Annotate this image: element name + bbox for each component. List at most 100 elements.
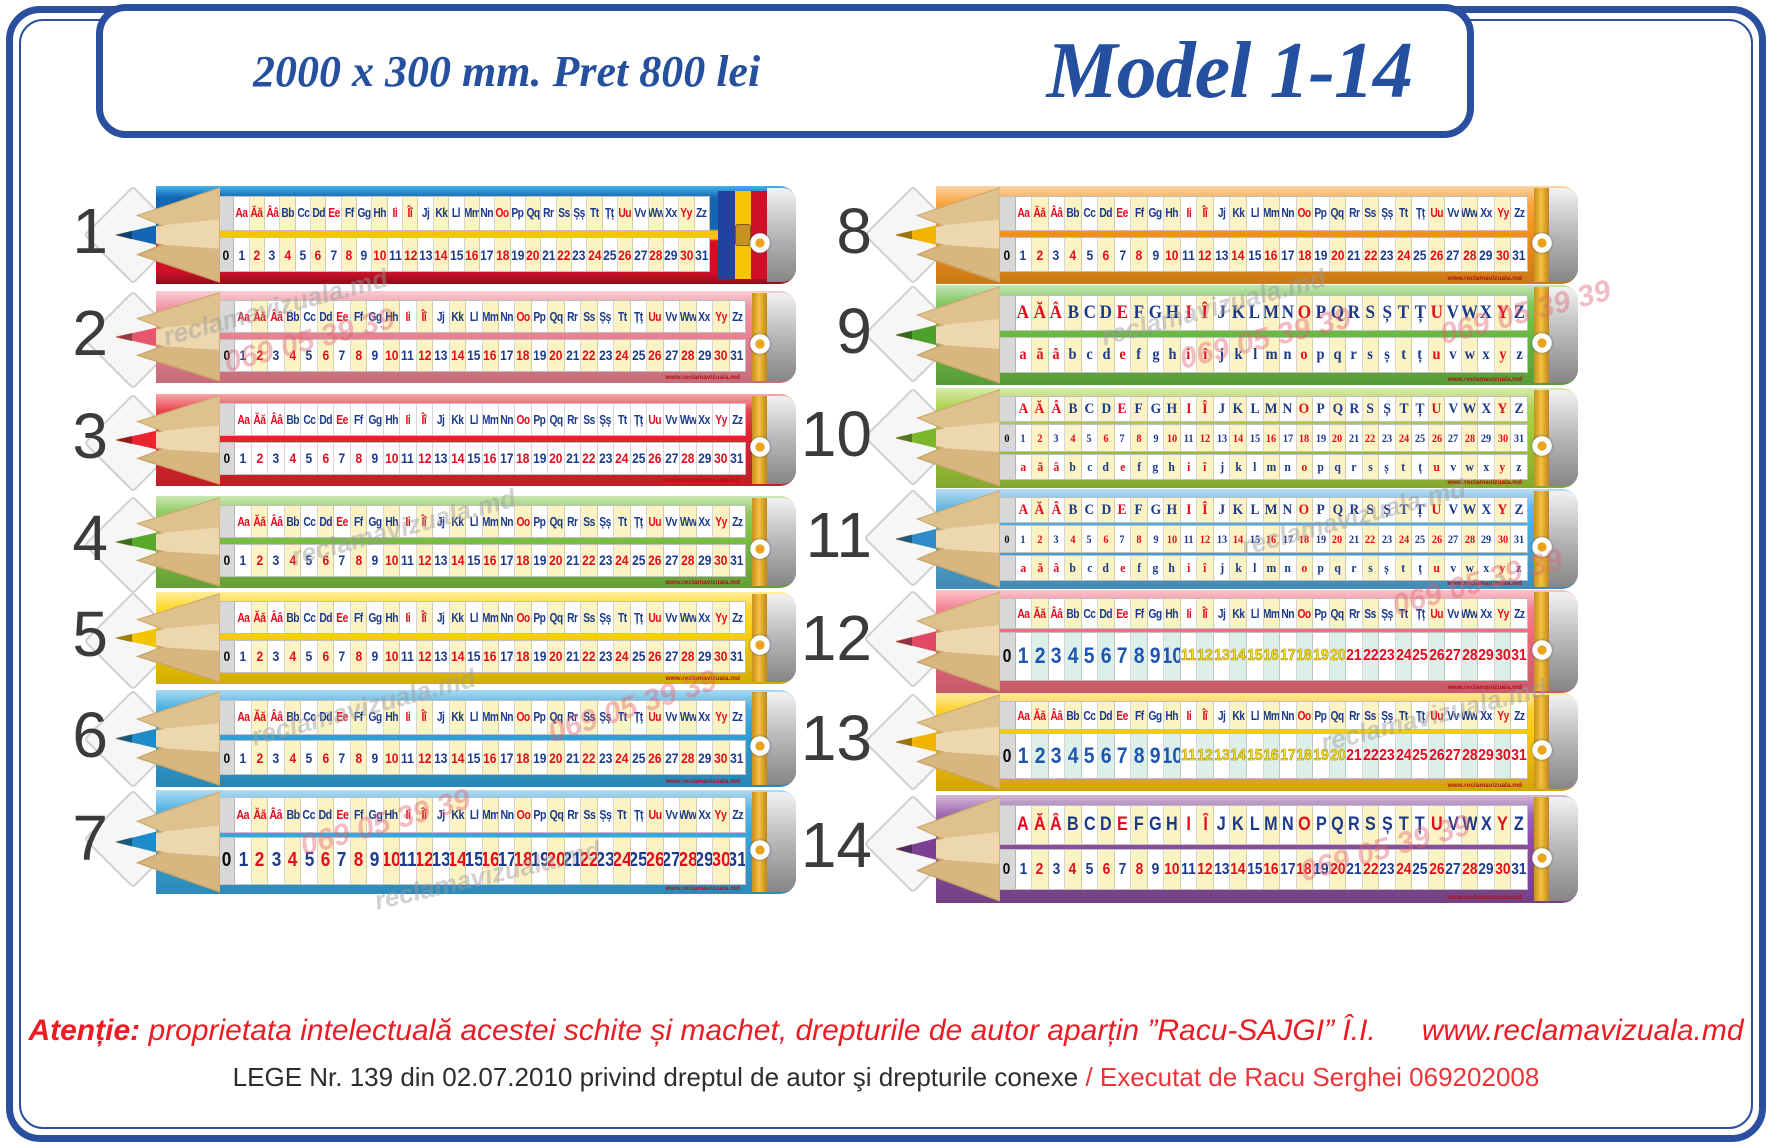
number-cell: 4 [1065,425,1082,451]
letter-cell: Îî [1197,196,1214,231]
number-cell: 11 [1180,633,1198,680]
number-cell: 31 [729,544,745,576]
number-cell: 4 [284,339,302,371]
letter-cell: Ll [1246,701,1264,730]
letter-cell: Ii [400,700,417,734]
letter-cell: Jj [433,506,450,538]
number-cell: 24 [614,544,631,576]
number-cell: 29 [696,741,714,775]
letter-cell: ț [1412,338,1429,372]
letter-cell: Yy [713,404,730,436]
number-cell: 17 [479,237,496,272]
pencil-5: Aa Ăă Ââ Bb Cc Dd Ee Ff Gg Hh Ii Îî Jj Kk Ll Mm Nn Oo Pp Qq… [83,591,796,691]
number-cell: 18 [515,544,532,576]
letter-cell: k [1230,455,1247,479]
number-cell: 25 [1412,734,1429,779]
pencil-label-13: 13 [800,702,872,774]
letter-cell: Nn [1280,701,1297,730]
letter-cell: F [1131,397,1148,421]
letter-cell: B [1065,498,1082,522]
letter-cell: Kk [433,196,450,231]
silver-cap [1549,592,1578,691]
letter-cell: Hh [383,301,401,333]
number-cell: 22 [1362,526,1380,552]
letter-cell: Dd [317,506,335,538]
blank-cell [999,498,1016,522]
letter-cell: Rr [564,301,582,333]
number-cell: 0 [999,425,1016,451]
letter-cell: Ââ [268,798,285,832]
blank-cell [999,338,1016,372]
number-cell: 30 [713,544,730,576]
pencil-imprint: www.reclamavizuala.md [665,885,740,892]
letter-cell: W [1461,397,1479,421]
number-cell: 26 [647,339,664,371]
pencil-label-5: 5 [72,598,108,670]
number-cell: 16 [464,237,480,272]
number-cell: 19 [531,741,549,775]
letter-cell: Ee [334,700,351,734]
letter-cell: ș [1379,556,1396,580]
number-cell: 5 [1081,237,1099,272]
number-cell: 9 [367,339,384,371]
letter-cell: Qq [548,602,565,634]
number-cell: 21 [1346,425,1363,451]
number-cell: 20 [548,640,565,672]
number-cell: 26 [1428,734,1446,779]
letter-cell: Xx [663,196,680,231]
footer-site-link[interactable]: www.reclamavizuala.md [1421,1014,1744,1047]
letter-cell: Pp [531,700,549,734]
pencil-label-3: 3 [72,400,108,472]
letter-cell: Nn [1280,599,1297,629]
letter-cell: A [1015,498,1033,522]
letter-cell: m [1263,338,1281,372]
number-cell: 21 [564,544,582,576]
letter-cell: Îî [416,506,434,538]
number-cell: 29 [696,339,714,371]
letter-cell: Aa [235,798,252,832]
number-cell: 10 [383,544,401,576]
letter-cell: Aa [235,301,252,333]
letter-cell: Jj [418,196,434,231]
letter-cell: f [1131,455,1148,479]
letter-cell: Jj [1213,701,1231,730]
number-cell: 12 [403,237,419,272]
letter-cell: Oo [1296,701,1314,730]
letter-cell: Ââ [268,506,285,538]
number-cell: 22 [581,741,598,775]
number-cell: 17 [498,640,516,672]
letter-cell: Hh [1164,196,1181,231]
blank-cell [219,602,236,634]
letter-cell: H [1164,805,1181,844]
number-cell: 20 [548,442,565,474]
letter-cell: H [1164,296,1181,330]
letter-cell: Vv [1445,196,1462,231]
letter-cell: Ff [350,798,368,832]
number-cell: 30 [1494,850,1512,890]
blank-cell [219,404,236,436]
pencil-label-2: 2 [72,297,108,369]
letter-cell: G [1147,397,1165,421]
letter-cell: V [1445,296,1462,330]
number-cell: 28 [1461,237,1479,272]
number-cell: 30 [1494,526,1512,552]
number-cell: 1 [1015,633,1033,680]
number-cell: 16 [482,339,499,371]
number-cell: 23 [597,339,615,371]
letter-cell: Bb [284,506,302,538]
letter-cell: K [1230,296,1247,330]
letter-cell: Uu [647,301,664,333]
number-cell: 1 [235,640,252,672]
number-cell: 13 [418,237,434,272]
number-cell: 13 [1213,734,1231,779]
number-cell: 2 [1032,850,1049,890]
letter-cell: Mm [482,301,499,333]
letter-cell: L [1246,296,1264,330]
letter-cell: Xx [696,301,714,333]
number-cell: 12 [1197,526,1214,552]
number-cell: 6 [311,237,327,272]
letter-cell: Bb [280,196,296,231]
number-cell: 29 [696,837,714,884]
